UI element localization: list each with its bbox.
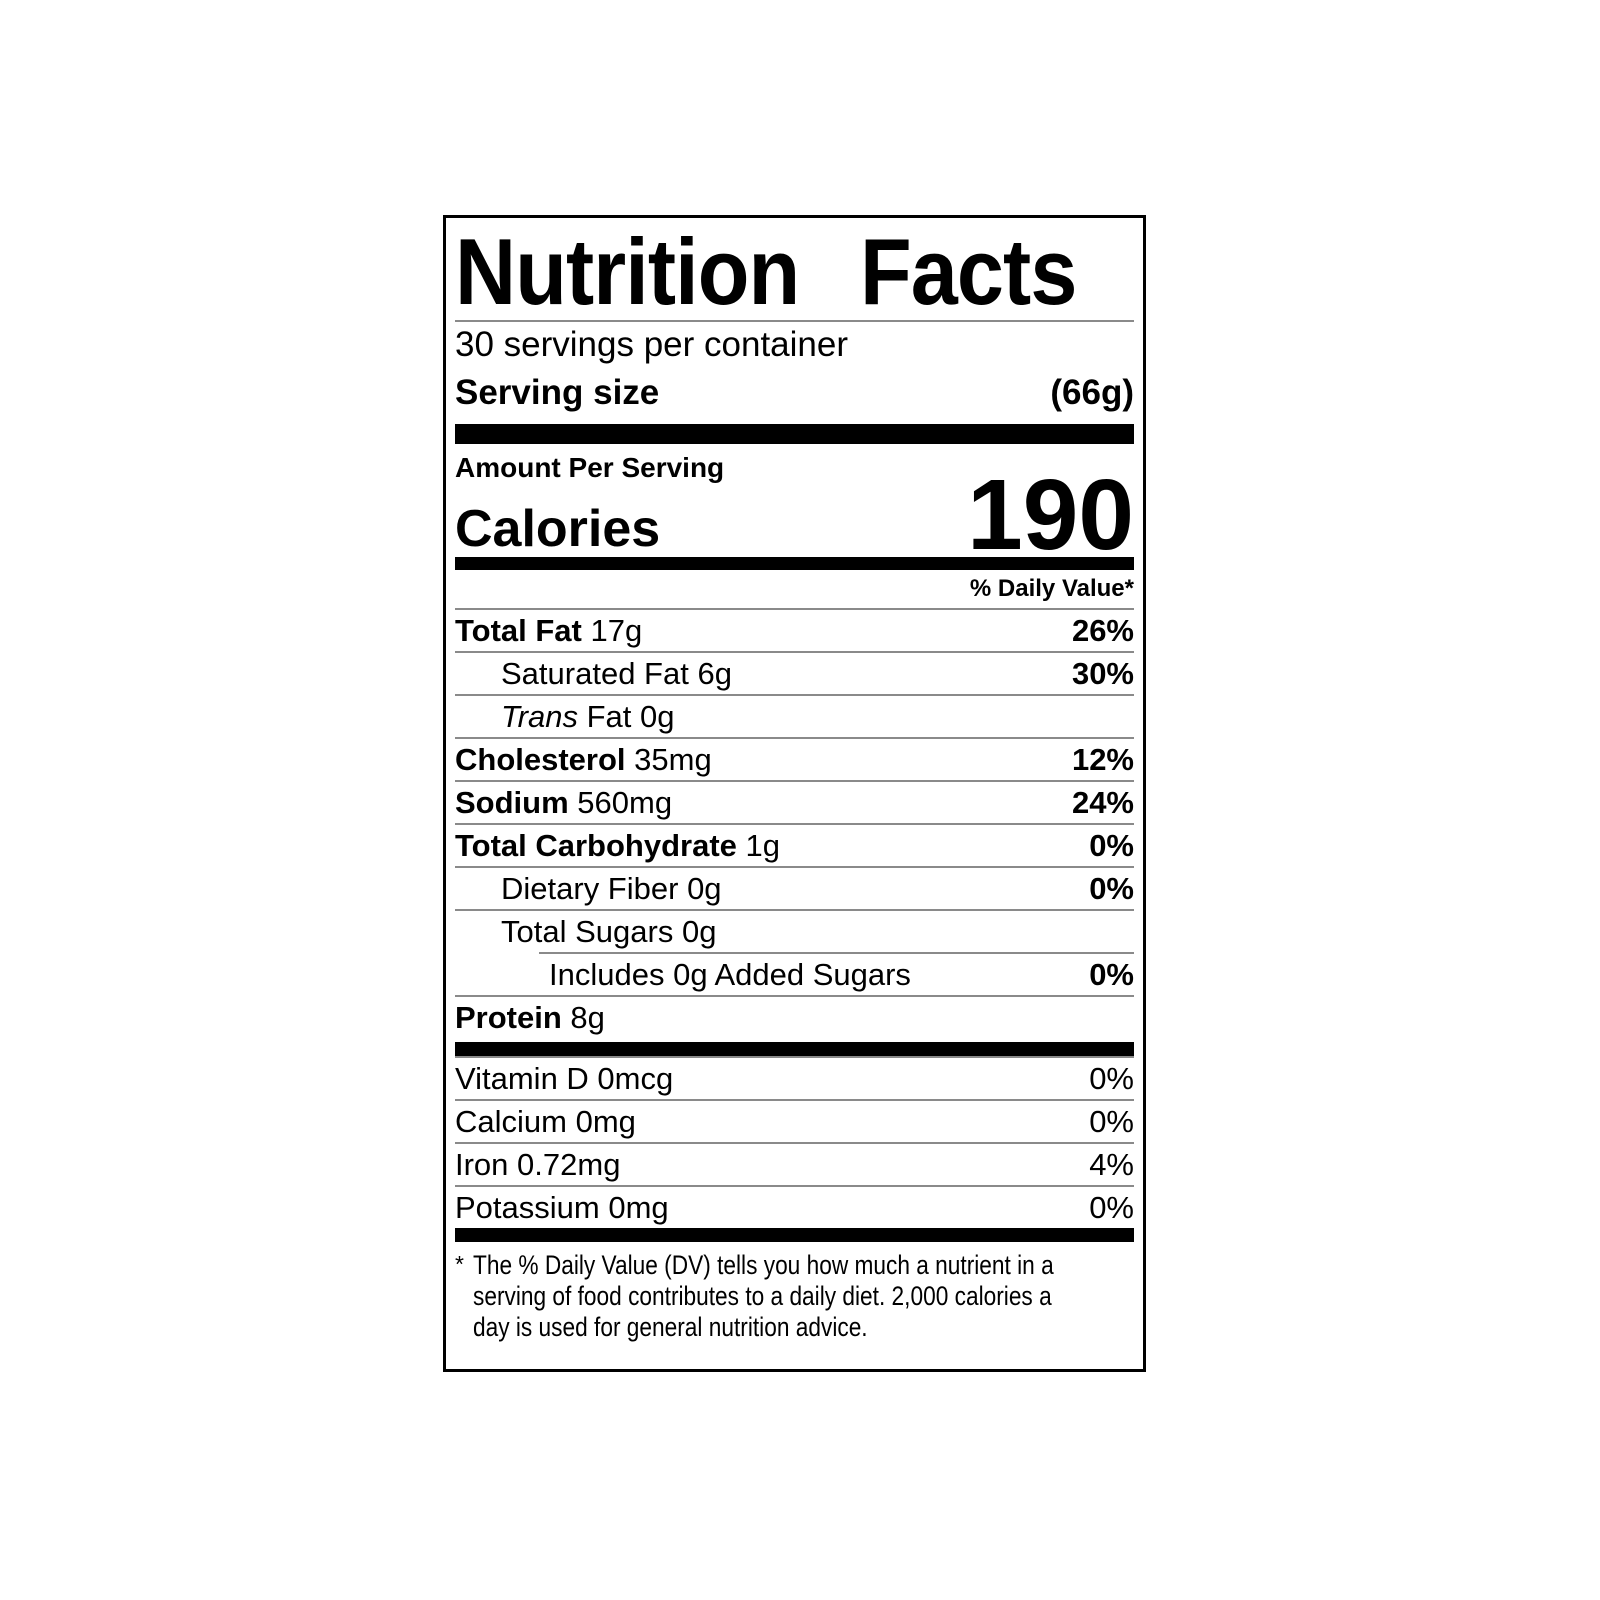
nutrient-amount: 35mg [634,742,712,777]
micronutrient-dv: 0% [1089,1104,1134,1139]
thick-separator-bar [455,557,1134,570]
micronutrient-dv: 0% [1089,1190,1134,1225]
daily-value-header: % Daily Value* [969,575,1134,602]
micronutrient-name: Iron 0.72mg [455,1147,621,1182]
micronutrient-name: Calcium 0mg [455,1104,636,1139]
nutrient-row-sodium: Sodium 560mg 24% [455,780,1134,823]
calories-value: 190 [967,459,1134,571]
nutrient-name: Trans Fat 0g [501,699,675,734]
micronutrient-row-iron: Iron 0.72mg 4% [455,1142,1134,1185]
servings-per-container: 30 servings per container [455,325,848,364]
title-divider [455,320,1134,322]
footnote: * The % Daily Value (DV) tells you how m… [455,1250,1134,1343]
nutrient-name: Total Carbohydrate 1g [455,828,781,863]
nutrient-amount: 17g [590,613,643,648]
nutrient-dv: 0% [1089,871,1134,906]
nutrient-amount: 8g [570,1000,605,1035]
thick-separator-bar [455,424,1134,444]
nutrient-row-protein: Protein 8g [455,995,1134,1038]
nutrient-row-saturated-fat: Saturated Fat 6g 30% [455,651,1134,694]
nutrient-name: Cholesterol 35mg [455,742,712,777]
nutrition-facts-label: Nutrition Facts 30 servings per containe… [443,215,1146,1372]
micronutrient-name: Potassium 0mg [455,1190,669,1225]
nutrient-dv: 12% [1071,742,1134,777]
thick-separator-bar [455,1042,1134,1056]
nutrient-amount: 0g [681,914,717,949]
nutrient-name-bold: Total Fat [455,613,582,648]
nutrient-row-total-fat: Total Fat 17g 26% [455,608,1134,651]
trans-italic: Trans [501,699,578,734]
nutrient-row-total-carbohydrate: Total Carbohydrate 1g 0% [455,823,1134,866]
footnote-line: day is used for general nutrition advice… [473,1312,868,1342]
nutrient-name: Sodium 560mg [455,785,673,820]
nutrient-amount: 560mg [577,785,673,820]
nutrient-row-total-sugars: Total Sugars 0g [455,909,1134,952]
micronutrient-row-vitamin-d: Vitamin D 0mcg 0% [455,1056,1134,1099]
nutrient-row-dietary-fiber: Dietary Fiber 0g 0% [455,866,1134,909]
nutrient-amount: 0g [640,699,675,734]
nutrient-dv: 24% [1071,785,1134,820]
nutrient-dv: 0% [1089,828,1134,863]
nutrient-name: Dietary Fiber 0g [501,871,722,906]
nutrient-amount: 0g [687,871,722,906]
nutrient-name: Includes 0g Added Sugars [549,957,911,992]
calories-row: Calories 190 [455,465,1134,565]
micronutrient-dv: 0% [1089,1061,1134,1096]
calories-label: Calories [455,499,661,558]
nutrient-name: Total Fat 17g [455,614,642,647]
label-title: Nutrition Facts [455,219,1077,324]
nutrient-amount: 6g [697,656,732,691]
nutrient-name: Protein 8g [455,1000,605,1035]
footnote-asterisk: * [455,1251,464,1277]
nutrient-row-cholesterol: Cholesterol 35mg 12% [455,737,1134,780]
nutrient-dv: 0% [1089,957,1134,992]
micronutrient-row-calcium: Calcium 0mg 0% [455,1099,1134,1142]
serving-size-value: (66g) [1050,373,1134,412]
serving-size-row: Serving size (66g) [455,368,1134,418]
nutrient-dv: 26% [1071,613,1134,648]
nutrient-row-trans-fat: Trans Fat 0g [455,694,1134,737]
footnote-line: serving of food contributes to a daily d… [473,1281,1052,1311]
micronutrient-name: Vitamin D 0mcg [455,1061,674,1096]
thick-separator-bar [455,1228,1134,1242]
footnote-line: The % Daily Value (DV) tells you how muc… [473,1250,1054,1280]
nutrient-amount: 1g [745,828,781,863]
micronutrient-row-potassium: Potassium 0mg 0% [455,1185,1134,1228]
nutrient-dv: 30% [1071,656,1134,691]
nutrient-name: Total Sugars 0g [501,914,717,949]
nutrient-row-added-sugars: Includes 0g Added Sugars 0% [539,952,1134,995]
micronutrient-dv: 4% [1089,1147,1134,1182]
serving-size-label: Serving size [455,373,660,412]
amount-per-serving-label: Amount Per Serving [455,452,725,483]
nutrient-name: Saturated Fat 6g [501,656,732,691]
